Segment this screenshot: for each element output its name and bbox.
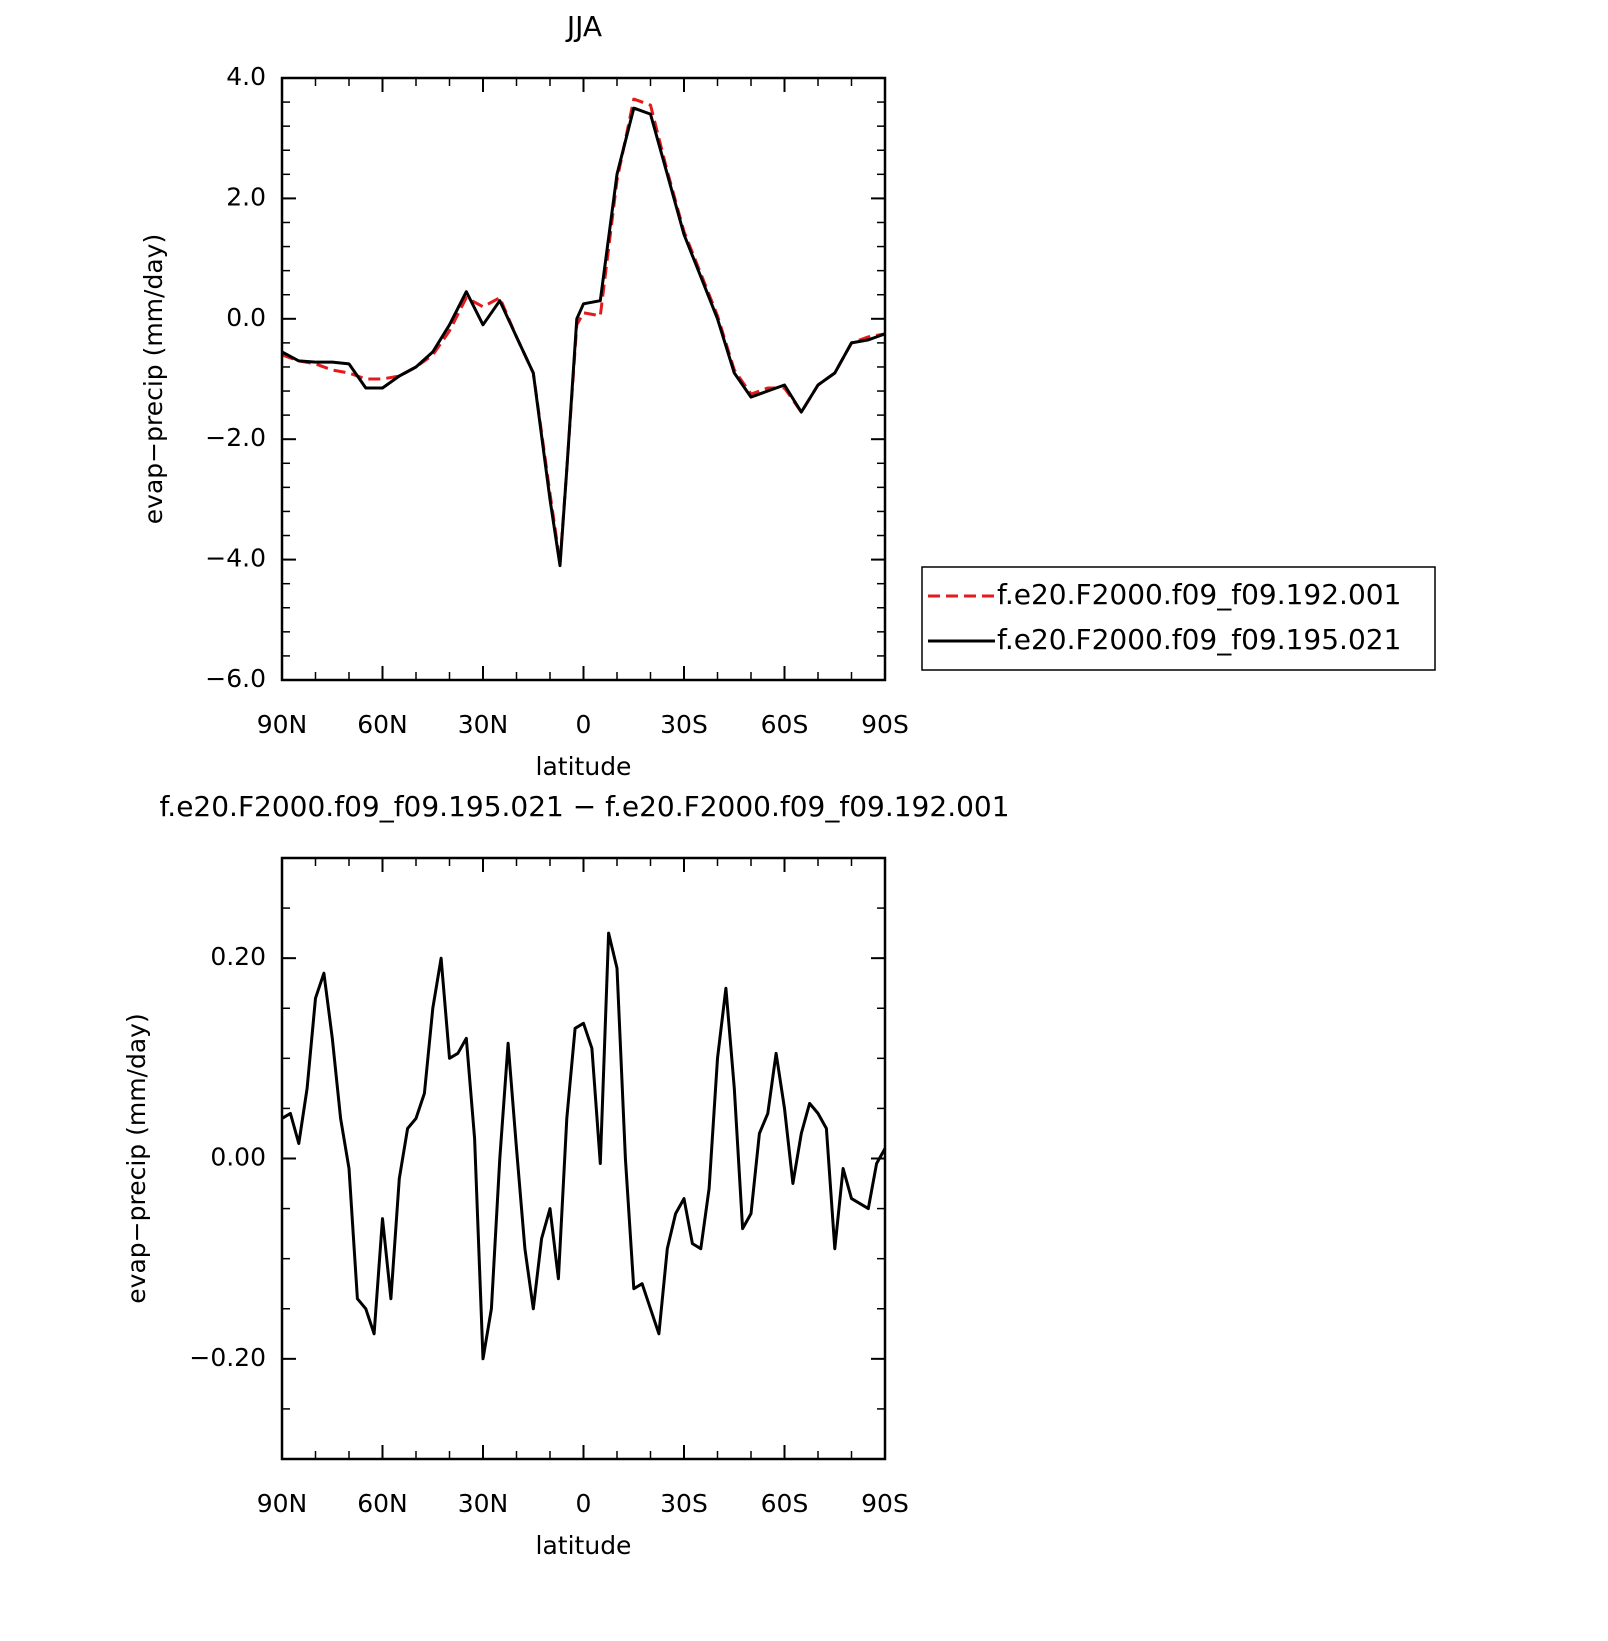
x-tick-label: 90N	[257, 1489, 308, 1518]
x-tick-label: 30S	[660, 710, 708, 739]
x-tick-label: 90S	[861, 710, 909, 739]
y-axis-label: evap−precip (mm/day)	[139, 234, 168, 524]
x-tick-label: 60N	[357, 1489, 408, 1518]
x-tick-label: 30N	[458, 710, 509, 739]
data-line	[281, 931, 887, 1361]
x-tick-label: 30S	[660, 1489, 708, 1518]
x-tick-label: 90S	[861, 1489, 909, 1518]
legend-label: f.e20.F2000.f09_f09.192.001	[997, 578, 1401, 611]
x-tick-label: 30N	[458, 1489, 509, 1518]
plot-frame	[280, 76, 887, 682]
chart-title: f.e20.F2000.f09_f09.195.021 − f.e20.F200…	[159, 790, 1009, 823]
y-tick-label: 0.20	[210, 942, 266, 971]
data-line	[281, 106, 886, 568]
y-axis-label: evap−precip (mm/day)	[122, 1013, 151, 1303]
y-tick-label: −0.20	[189, 1343, 266, 1372]
x-tick-label: 0	[576, 1489, 592, 1518]
y-tick-label: −2.0	[205, 423, 266, 452]
legend-label: f.e20.F2000.f09_f09.195.021	[997, 623, 1401, 656]
y-tick-label: 0.00	[210, 1143, 266, 1172]
x-axis-label: latitude	[536, 1531, 632, 1560]
x-tick-label: 60S	[761, 1489, 809, 1518]
x-tick-label: 0	[576, 710, 592, 739]
legend-box	[921, 566, 1436, 671]
chart-title: JJA	[565, 10, 602, 43]
y-tick-label: −4.0	[205, 544, 266, 573]
y-tick-label: 4.0	[226, 62, 266, 91]
y-tick-label: 0.0	[226, 303, 266, 332]
x-tick-label: 60N	[357, 710, 408, 739]
data-line	[281, 97, 886, 565]
x-tick-label: 60S	[761, 710, 809, 739]
x-axis-label: latitude	[536, 752, 632, 781]
y-tick-label: −6.0	[205, 664, 266, 693]
plot-frame	[280, 856, 887, 1461]
x-tick-label: 90N	[257, 710, 308, 739]
y-tick-label: 2.0	[226, 182, 266, 211]
